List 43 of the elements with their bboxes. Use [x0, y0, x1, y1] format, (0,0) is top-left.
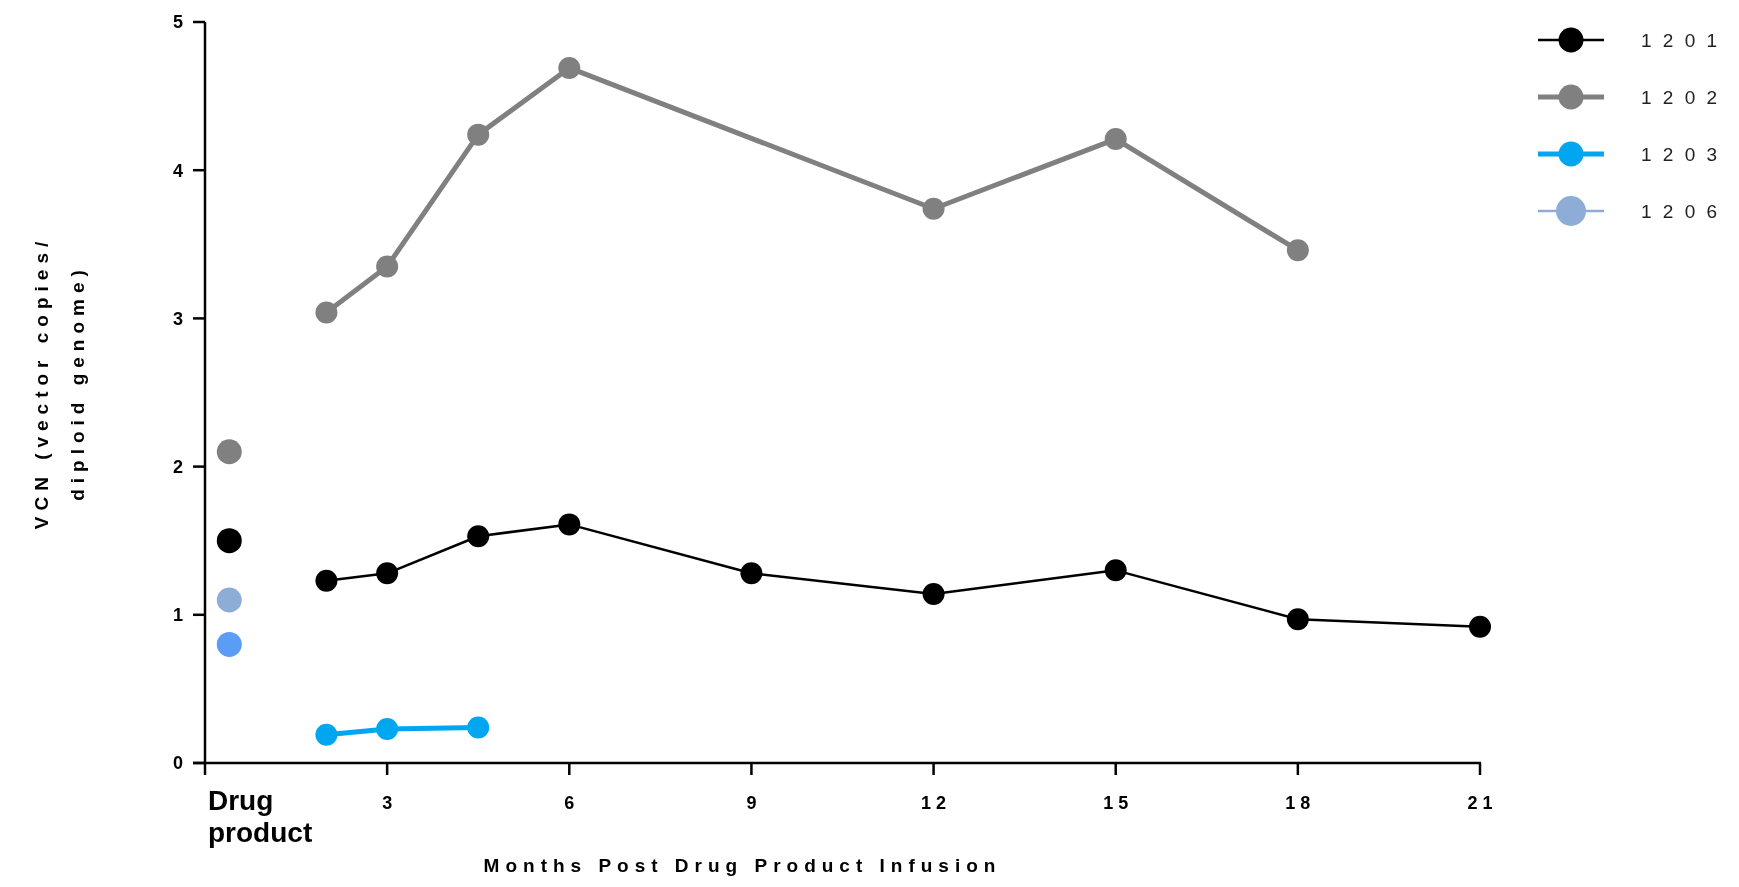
- point: [1469, 615, 1491, 638]
- legend-label: 1 2 0 6: [1641, 200, 1721, 222]
- point: [1104, 128, 1127, 151]
- point: [216, 631, 242, 657]
- x-tick-label: 3: [382, 793, 393, 814]
- point: [467, 716, 490, 739]
- x-tick-label: 6: [564, 793, 575, 814]
- x-tick-label: 1 5: [1103, 793, 1129, 814]
- x-tick-label: 2 1: [1467, 793, 1493, 814]
- point: [216, 587, 242, 613]
- x-tick-label: 9: [746, 793, 757, 814]
- y-axis-title: VCN (vector copies/ diploid genome): [31, 235, 89, 530]
- point: [315, 569, 338, 592]
- point: [216, 439, 242, 465]
- point: [467, 525, 490, 548]
- point: [315, 301, 338, 324]
- y-tick-label: 1: [172, 605, 183, 626]
- point: [376, 562, 399, 585]
- legend-label: 1 2 0 2: [1641, 86, 1721, 108]
- y-tick-label: 5: [172, 12, 183, 33]
- y-tick-label: 4: [172, 160, 183, 181]
- legend-label: 1 2 0 3: [1641, 143, 1721, 165]
- point: [558, 513, 581, 536]
- point: [558, 56, 581, 79]
- x-tick-label: 1 8: [1285, 793, 1311, 814]
- point: [1286, 239, 1309, 262]
- y-tick-label: 2: [172, 456, 183, 477]
- point: [376, 255, 399, 278]
- x-axis-title: Months Post Drug Product Infusion: [483, 855, 1002, 876]
- y-tick-label: 0: [172, 753, 183, 774]
- text: Drug product: [208, 785, 313, 849]
- point: [376, 717, 399, 740]
- x-tick-label: 1 2: [921, 793, 947, 814]
- point: [740, 562, 763, 585]
- point: [1286, 608, 1309, 631]
- y-tick-label: 3: [172, 308, 183, 329]
- point: [467, 123, 490, 146]
- point: [922, 583, 945, 606]
- legend-label: 1 2 0 1: [1641, 29, 1721, 51]
- point: [315, 723, 338, 746]
- point: [216, 528, 242, 554]
- point: [1104, 559, 1127, 582]
- point: [922, 197, 945, 220]
